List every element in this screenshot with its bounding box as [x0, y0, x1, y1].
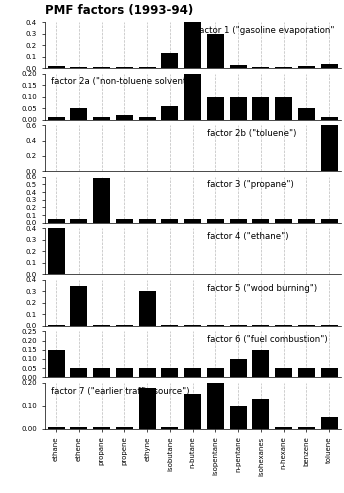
- Bar: [184, 22, 201, 68]
- Bar: [161, 325, 179, 326]
- Bar: [139, 387, 156, 429]
- Bar: [207, 383, 224, 429]
- Text: factor 2b ("toluene"): factor 2b ("toluene"): [207, 129, 297, 138]
- Bar: [321, 64, 338, 68]
- Bar: [321, 418, 338, 429]
- Bar: [298, 108, 315, 120]
- Bar: [184, 325, 201, 326]
- Bar: [116, 368, 133, 377]
- Text: PMF factors (1993-94): PMF factors (1993-94): [45, 4, 193, 17]
- Bar: [230, 406, 247, 429]
- Bar: [47, 66, 65, 68]
- Bar: [93, 67, 110, 68]
- Bar: [70, 108, 87, 120]
- Bar: [252, 219, 269, 223]
- Bar: [275, 325, 292, 326]
- Bar: [252, 67, 269, 68]
- Bar: [47, 225, 65, 274]
- Bar: [116, 426, 133, 429]
- Bar: [93, 368, 110, 377]
- Bar: [116, 325, 133, 326]
- Bar: [116, 219, 133, 223]
- Bar: [93, 426, 110, 429]
- Bar: [47, 426, 65, 429]
- Bar: [207, 97, 224, 120]
- Bar: [207, 219, 224, 223]
- Bar: [47, 219, 65, 223]
- Bar: [275, 97, 292, 120]
- Bar: [230, 65, 247, 68]
- Bar: [184, 74, 201, 120]
- Text: factor 3 ("propane"): factor 3 ("propane"): [207, 180, 294, 189]
- Text: factor 5 ("wood burning"): factor 5 ("wood burning"): [207, 283, 318, 292]
- Bar: [252, 325, 269, 326]
- Bar: [275, 426, 292, 429]
- Bar: [252, 97, 269, 120]
- Text: factor 4 ("ethane"): factor 4 ("ethane"): [207, 232, 289, 241]
- Bar: [93, 325, 110, 326]
- Bar: [207, 325, 224, 326]
- Bar: [230, 325, 247, 326]
- Bar: [47, 117, 65, 120]
- Bar: [321, 325, 338, 326]
- Bar: [161, 219, 179, 223]
- Bar: [184, 368, 201, 377]
- Bar: [161, 368, 179, 377]
- Bar: [139, 219, 156, 223]
- Bar: [184, 219, 201, 223]
- Bar: [70, 368, 87, 377]
- Bar: [207, 368, 224, 377]
- Bar: [139, 368, 156, 377]
- Bar: [47, 350, 65, 377]
- Bar: [230, 97, 247, 120]
- Bar: [161, 426, 179, 429]
- Bar: [70, 426, 87, 429]
- Bar: [298, 426, 315, 429]
- Bar: [207, 34, 224, 68]
- Bar: [116, 67, 133, 68]
- Bar: [230, 359, 247, 377]
- Bar: [47, 325, 65, 326]
- Bar: [70, 219, 87, 223]
- Bar: [70, 67, 87, 68]
- Bar: [116, 115, 133, 120]
- Bar: [321, 219, 338, 223]
- Bar: [275, 368, 292, 377]
- Text: factor 6 ("fuel combustion"): factor 6 ("fuel combustion"): [207, 335, 328, 344]
- Bar: [161, 106, 179, 120]
- Bar: [161, 53, 179, 68]
- Bar: [252, 350, 269, 377]
- Bar: [275, 219, 292, 223]
- Bar: [93, 178, 110, 223]
- Bar: [321, 117, 338, 120]
- Bar: [230, 219, 247, 223]
- Bar: [139, 67, 156, 68]
- Bar: [252, 399, 269, 429]
- Bar: [70, 285, 87, 326]
- Text: factor 2a ("non-toluene solvents"): factor 2a ("non-toluene solvents"): [51, 77, 198, 86]
- Bar: [298, 368, 315, 377]
- Bar: [298, 325, 315, 326]
- Text: factor 7 ("earlier traffic source"): factor 7 ("earlier traffic source"): [51, 387, 189, 395]
- Bar: [298, 66, 315, 68]
- Bar: [298, 219, 315, 223]
- Bar: [139, 291, 156, 326]
- Bar: [184, 394, 201, 429]
- Text: factor 1 ("gasoline evaporation": factor 1 ("gasoline evaporation": [196, 26, 335, 35]
- Bar: [139, 117, 156, 120]
- Bar: [93, 117, 110, 120]
- Bar: [321, 368, 338, 377]
- Bar: [275, 67, 292, 68]
- Bar: [321, 121, 338, 171]
